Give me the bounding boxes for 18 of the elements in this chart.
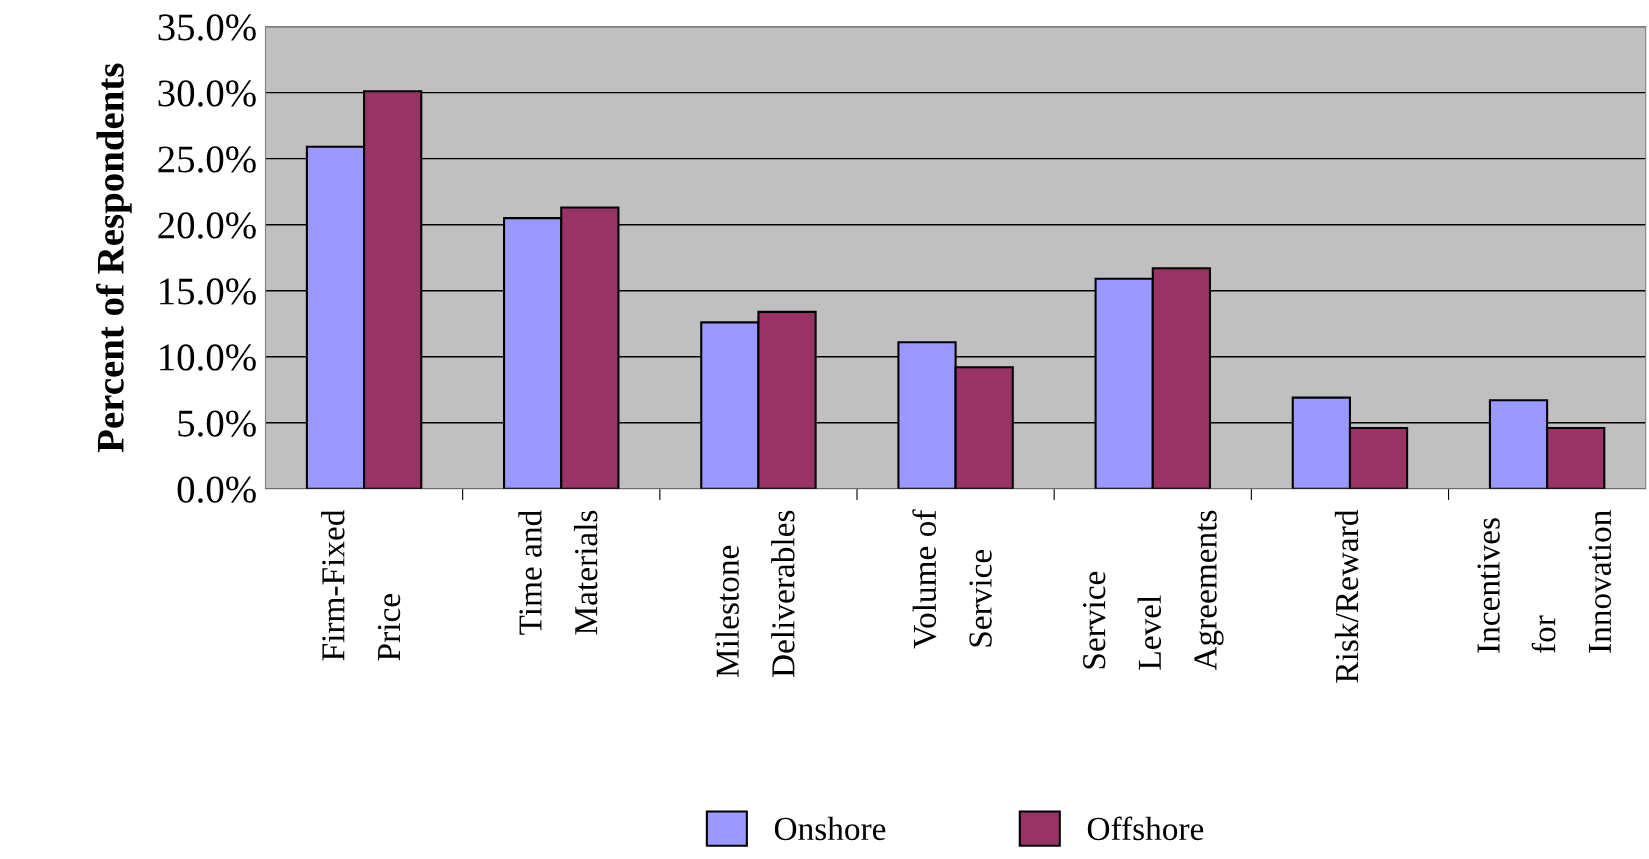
x-tick-label: Time and Materials (518, 510, 598, 635)
y-tick-label: 5.0% (178, 410, 256, 437)
y-tick-label: 0.0% (177, 476, 256, 503)
x-tick-label: Milestone Deliverables (715, 510, 795, 678)
y-tick-label: 30.0% (158, 80, 256, 107)
y-tick-label: 25.0% (158, 146, 256, 173)
legend-label: Offshore (1087, 816, 1204, 841)
legend-label: Onshore (774, 816, 886, 841)
y-axis-title: Percent of Respondents (96, 63, 132, 453)
x-tick-label: Risk/Reward (1334, 509, 1359, 683)
x-tick-label: Firm-Fixed Price (321, 509, 401, 661)
y-tick-label: 20.0% (158, 212, 256, 239)
y-tick-label: 15.0% (160, 278, 256, 305)
x-tick-label: Volume of Service (912, 509, 992, 649)
x-tick-label: Incentives for Innovation (1477, 510, 1612, 653)
y-tick-label: 10.0% (160, 344, 256, 371)
y-tick-label: 35.0% (158, 14, 256, 41)
x-tick-label: Service Level Agreements (1082, 510, 1224, 671)
